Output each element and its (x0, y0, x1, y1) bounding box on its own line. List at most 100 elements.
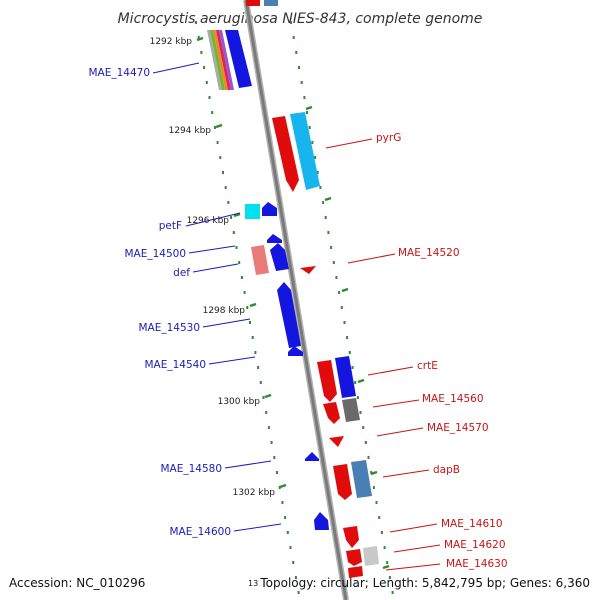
guide-dot (203, 66, 206, 69)
gene-petf-blue[interactable] (262, 202, 277, 216)
gene-crte-blue[interactable] (335, 356, 356, 398)
label-mae-14560[interactable]: MAE_14560 (422, 393, 484, 405)
label-mae-14500[interactable]: MAE_14500 (124, 248, 186, 260)
gene-mae-14570[interactable] (329, 436, 344, 447)
dash (370, 470, 378, 476)
label-mae-14530[interactable]: MAE_14530 (138, 322, 200, 334)
leader-petf (185, 212, 241, 227)
gene-mae-14600[interactable] (314, 512, 329, 530)
label-mae-14540[interactable]: MAE_14540 (144, 359, 206, 371)
guide-dot (391, 591, 394, 594)
label-mae-14610[interactable]: MAE_14610 (441, 518, 503, 530)
guide-dot (286, 531, 289, 534)
accession-text: Accession: NC_010296 (9, 576, 145, 590)
gene-crte-red[interactable] (317, 360, 337, 402)
guide-dot (251, 336, 254, 339)
label-crte[interactable]: crtE (417, 360, 438, 372)
label-mae-14620[interactable]: MAE_14620 (444, 539, 506, 551)
guide-dot (276, 471, 278, 474)
label-mae-14630[interactable]: MAE_14630 (446, 558, 508, 570)
guide-dot (205, 81, 208, 84)
guide-dot (388, 576, 391, 579)
dash (305, 105, 313, 111)
gene-mae-14520[interactable] (300, 266, 316, 274)
gene-petf-cyan[interactable] (245, 204, 260, 219)
leader-mae-14600 (233, 523, 282, 532)
guide-dot (292, 561, 295, 564)
genome-backbone-core (244, 0, 348, 600)
gene-def-blue[interactable] (270, 243, 289, 271)
guide-dot (386, 561, 389, 564)
gene-pyrg-red[interactable] (272, 116, 299, 192)
guide-dot (351, 366, 354, 369)
guide-dot (319, 186, 322, 189)
leader-def (192, 263, 239, 273)
guide-dot (354, 381, 357, 384)
gene-mae-14500[interactable] (267, 234, 282, 243)
gene-top-red[interactable] (246, 0, 260, 6)
gene-mae-14620-gray[interactable] (363, 546, 379, 566)
gene-mae-14630[interactable] (348, 566, 363, 578)
guide-dot (300, 81, 303, 84)
label-dapb[interactable]: dapB (433, 464, 460, 476)
guide-dot (294, 576, 297, 579)
guide-dot (200, 51, 203, 54)
leader-mae-14470 (152, 62, 200, 74)
leader-mae-14620 (393, 544, 441, 553)
gene-mae-14560-red[interactable] (323, 402, 340, 424)
guide-dot (324, 216, 327, 219)
gene-top-steel[interactable] (264, 0, 278, 6)
label-mae-14600[interactable]: MAE_14600 (169, 526, 231, 538)
guide-dot (278, 486, 281, 489)
gene-dapb-steel[interactable] (351, 460, 372, 498)
dotted-guides (195, 21, 394, 594)
leader-mae-14540 (208, 356, 256, 365)
partial-number: 13 (248, 579, 258, 588)
label-mae-14580[interactable]: MAE_14580 (160, 463, 222, 475)
guide-dot (208, 96, 211, 99)
guide-dot (356, 396, 359, 399)
gene-pyrg-cyan[interactable] (290, 112, 320, 190)
guide-dot (254, 351, 257, 354)
guide-dot (370, 471, 373, 474)
guide-dot (348, 351, 351, 354)
topology-text: Topology: circular; Length: 5,842,795 bp… (259, 576, 590, 590)
guide-dot (249, 321, 251, 324)
label-mae-14570[interactable]: MAE_14570 (427, 422, 489, 434)
leader-mae-14530 (202, 318, 251, 328)
guide-dot (338, 291, 341, 294)
gene-mae-14470-blue[interactable] (225, 30, 252, 88)
label-mae-14470[interactable]: MAE_14470 (88, 67, 150, 79)
gene-mae-14580[interactable] (305, 452, 319, 461)
gene-mae-14610[interactable] (343, 526, 359, 548)
guide-dot (195, 21, 197, 24)
guide-dot (273, 456, 276, 459)
label-pyrg[interactable]: pyrG (376, 132, 401, 144)
label-mae-14520[interactable]: MAE_14520 (398, 247, 460, 259)
gene-mae-14470-stripes[interactable] (207, 30, 234, 90)
leader-pyrg (325, 138, 373, 149)
gene-mae-14620-red[interactable] (346, 549, 362, 566)
guide-dot (284, 516, 287, 519)
right-dashes (305, 105, 390, 570)
guide-dot (362, 426, 365, 429)
gene-mae-14530[interactable] (277, 282, 301, 348)
gene-mae-14560-gray[interactable] (342, 398, 360, 422)
leader-mae-14630 (385, 563, 441, 571)
tick-1296 (233, 212, 241, 218)
tick-1292 (196, 36, 204, 42)
guide-dot (227, 201, 230, 204)
gene-mae-14540[interactable] (288, 346, 303, 356)
gene-def-pink[interactable] (251, 245, 269, 275)
gene-dapb-red[interactable] (333, 464, 352, 500)
label-def[interactable]: def (173, 267, 190, 279)
guide-dot (290, 21, 292, 24)
label-petf[interactable]: petF (159, 220, 182, 232)
guide-dot (298, 66, 300, 69)
tick-1302 (279, 483, 287, 489)
guide-dot (364, 441, 367, 444)
guide-dot (224, 186, 227, 189)
leader-mae-14500 (188, 245, 236, 254)
guide-dot (197, 36, 200, 39)
guide-dot (375, 501, 378, 504)
